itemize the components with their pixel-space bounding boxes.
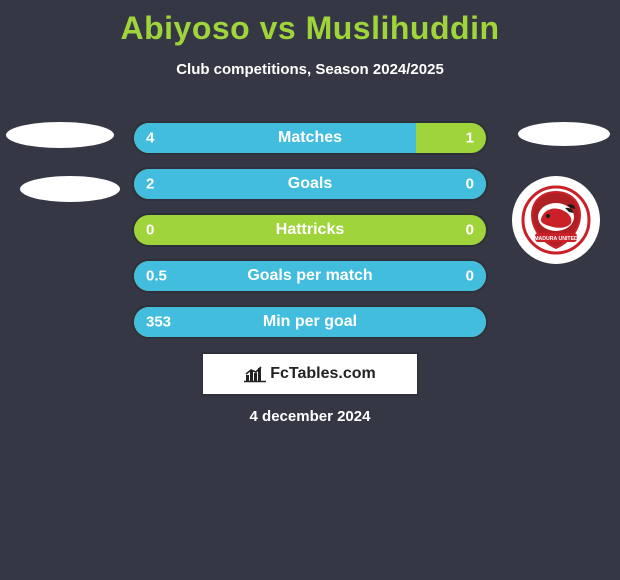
stat-label: Matches [278, 129, 342, 147]
stat-value-left: 2 [146, 176, 154, 193]
stat-value-right: 0 [466, 222, 474, 239]
chart-icon [244, 365, 266, 383]
stat-value-right: 0 [466, 268, 474, 285]
stat-value-left: 4 [146, 130, 154, 147]
stat-row: Goals per match 0.5 0 [0, 256, 620, 302]
stat-value-right: 0 [466, 176, 474, 193]
stat-bar: Goals 2 0 [132, 167, 488, 201]
stat-label: Goals [288, 175, 332, 193]
stat-value-left: 0.5 [146, 268, 167, 285]
stat-row: Hattricks 0 0 [0, 210, 620, 256]
stat-row: Matches 4 1 [0, 118, 620, 164]
stat-row: Goals 2 0 [0, 164, 620, 210]
stat-value-right: 1 [466, 130, 474, 147]
stat-bar-fill [134, 123, 416, 153]
stat-label: Hattricks [276, 221, 344, 239]
date-text: 4 december 2024 [0, 408, 620, 425]
stat-label: Min per goal [263, 313, 357, 331]
page-subtitle: Club competitions, Season 2024/2025 [0, 61, 620, 78]
stat-label: Goals per match [247, 267, 372, 285]
page-title: Abiyoso vs Muslihuddin [0, 0, 620, 47]
stat-bar: Min per goal 353 [132, 305, 488, 339]
brand-text: FcTables.com [270, 365, 376, 383]
stat-value-left: 0 [146, 222, 154, 239]
stat-bar: Goals per match 0.5 0 [132, 259, 488, 293]
stat-bar: Hattricks 0 0 [132, 213, 488, 247]
stat-row: Min per goal 353 [0, 302, 620, 348]
stat-bar: Matches 4 1 [132, 121, 488, 155]
brand-box[interactable]: FcTables.com [201, 352, 419, 396]
stats-container: Matches41Goals20Hattricks00Goals per mat… [0, 118, 620, 348]
stat-value-left: 353 [146, 314, 171, 331]
